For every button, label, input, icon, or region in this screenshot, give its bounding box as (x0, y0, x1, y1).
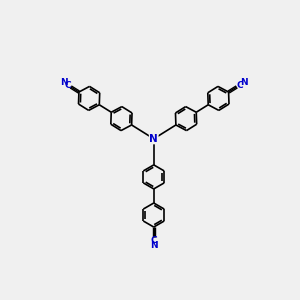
Text: C: C (236, 81, 243, 90)
Text: C: C (64, 81, 71, 90)
Text: N: N (150, 241, 158, 250)
Text: C: C (150, 236, 157, 245)
Text: N: N (149, 134, 158, 144)
Text: N: N (240, 78, 248, 87)
Text: N: N (60, 78, 67, 87)
